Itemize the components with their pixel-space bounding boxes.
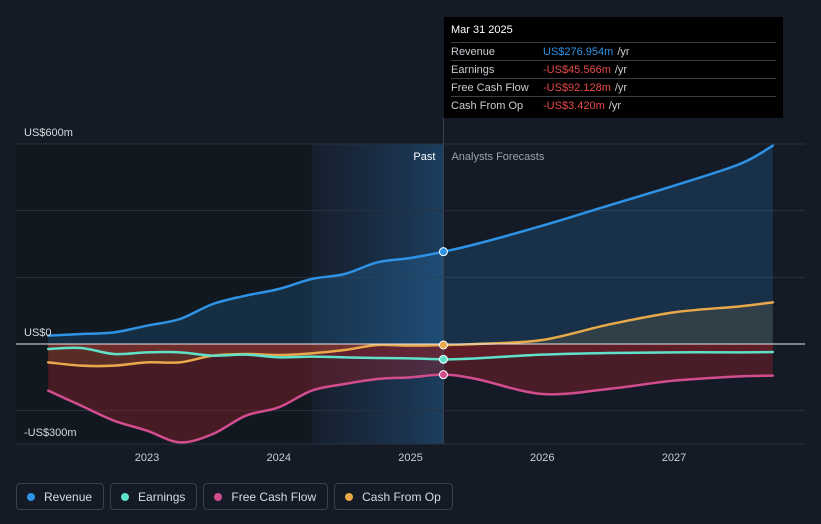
- tooltip-value: -US$45.566m: [543, 63, 611, 76]
- forecast-label: Analysts Forecasts: [451, 151, 544, 163]
- legend-label: Revenue: [44, 489, 93, 504]
- legend-item-free-cash-flow[interactable]: Free Cash Flow: [203, 483, 329, 510]
- x-tick-label: 2023: [135, 452, 159, 464]
- legend-label: Earnings: [138, 489, 186, 504]
- legend-item-cash-from-op[interactable]: Cash From Op: [334, 483, 453, 510]
- tooltip-date: Mar 31 2025: [451, 24, 513, 36]
- x-tick-label: 2027: [662, 452, 686, 464]
- tooltip-row-revenue: Revenue US$276.954m /yr: [451, 42, 776, 60]
- area-cash-from-op: [48, 302, 773, 367]
- line-earnings: [46, 346, 775, 361]
- legend-dot-icon: [121, 492, 130, 501]
- tooltip-label: Earnings: [451, 63, 495, 76]
- tooltip-unit: /yr: [617, 45, 630, 58]
- y-tick-label: US$600m: [24, 127, 73, 139]
- tooltip-unit: /yr: [614, 63, 628, 76]
- marker-revenue: [438, 247, 448, 257]
- x-axis-labels: 2023 2024 2025 2026 2027: [135, 452, 686, 464]
- area-free-cash-flow: [48, 344, 773, 443]
- legend-item-earnings[interactable]: Earnings: [110, 483, 198, 510]
- tooltip-row-cash-from-op: Cash From Op -US$3.420m /yr: [451, 96, 776, 114]
- plot-background-past: [16, 144, 312, 444]
- tooltip-value: US$276.954m: [543, 45, 614, 58]
- legend-dot-icon: [27, 492, 35, 501]
- line-revenue: [46, 144, 775, 337]
- past-label: Past: [413, 151, 435, 163]
- x-tick-label: 2026: [530, 452, 554, 464]
- forecast-shade: [311, 144, 444, 444]
- tooltip-label: Free Cash Flow: [451, 81, 529, 94]
- tooltip-label: Revenue: [451, 45, 496, 58]
- tooltip-row-free-cash-flow: Free Cash Flow -US$92.128m /yr: [451, 78, 776, 96]
- present-markers: [438, 247, 448, 380]
- series-areas: [48, 145, 773, 443]
- line-free-cash-flow: [46, 373, 775, 444]
- legend: Revenue Earnings Free Cash Flow Cash Fro…: [16, 483, 453, 510]
- area-revenue: [48, 145, 773, 344]
- x-tick-label: 2025: [398, 452, 422, 464]
- tooltip: Mar 31 2025 Revenue US$276.954m /yr Earn…: [444, 17, 783, 118]
- marker-free-cash-flow: [438, 370, 448, 380]
- tooltip-value: -US$92.128m: [543, 81, 611, 94]
- tooltip-unit: /yr: [608, 99, 621, 112]
- y-tick-label: -US$300m: [24, 427, 77, 439]
- tooltip-label: Cash From Op: [451, 99, 524, 112]
- y-axis-labels: US$600m US$0 -US$300m: [24, 127, 77, 439]
- legend-item-revenue[interactable]: Revenue: [16, 483, 105, 510]
- tooltip-unit: /yr: [614, 81, 628, 94]
- tooltip-row-earnings: Earnings -US$45.566m /yr: [451, 60, 776, 78]
- marker-earnings: [438, 354, 448, 364]
- legend-dot-icon: [345, 492, 354, 501]
- legend-label: Cash From Op: [362, 489, 441, 504]
- legend-dot-icon: [214, 492, 223, 501]
- x-tick-label: 2024: [267, 452, 291, 464]
- series-lines: [46, 144, 775, 444]
- marker-cash-from-op: [438, 340, 448, 350]
- tooltip-value: -US$3.420m: [543, 99, 605, 112]
- legend-label: Free Cash Flow: [231, 489, 317, 504]
- area-earnings: [48, 344, 773, 360]
- line-cash-from-op: [46, 301, 775, 368]
- y-tick-label: US$0: [24, 327, 52, 339]
